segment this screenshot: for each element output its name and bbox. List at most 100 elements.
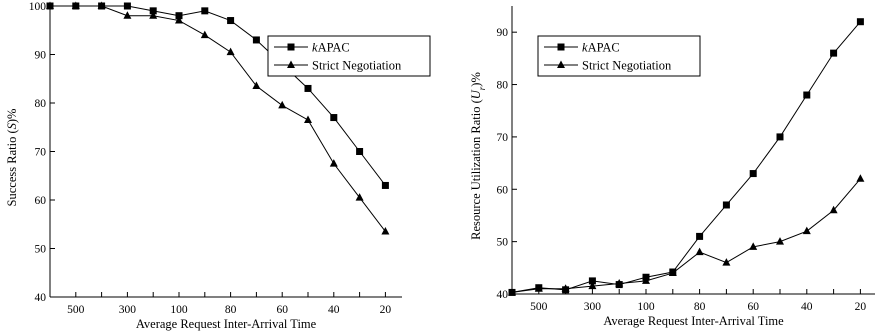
x-tick-label: 300 bbox=[119, 304, 137, 316]
data-point-square bbox=[175, 12, 183, 20]
text-part: APAC bbox=[588, 41, 620, 55]
chart-panel-2: 40 50 60 70 80 90 500 300 100 80 60 40 20 Average Req… bbox=[469, 6, 875, 328]
legend-label: kAPAC bbox=[582, 41, 620, 55]
data-point-triangle bbox=[776, 237, 784, 245]
data-point-square bbox=[381, 181, 389, 189]
legend-label: Strict Negotiation bbox=[312, 59, 402, 73]
x-axis-title: Average Request Inter-Arrival Time bbox=[603, 314, 784, 328]
data-point-triangle bbox=[46, 1, 54, 9]
x-tick-label: 40 bbox=[328, 304, 340, 316]
data-point-square bbox=[201, 7, 209, 15]
data-point-square bbox=[776, 133, 784, 141]
y-tick-label: 60 bbox=[497, 184, 509, 196]
x-tick-label: 100 bbox=[637, 301, 655, 313]
data-point-square bbox=[123, 2, 131, 10]
x-tick-label: 300 bbox=[584, 301, 602, 313]
legend-label: kAPAC bbox=[312, 41, 350, 55]
legend: kAPAC Strict Negotiation bbox=[267, 35, 431, 77]
data-point-square bbox=[749, 170, 757, 178]
data-point-triangle bbox=[722, 258, 731, 266]
data-point-triangle bbox=[200, 30, 209, 39]
text-part: k bbox=[312, 41, 318, 55]
data-point-square bbox=[696, 232, 704, 240]
x-tick-label: 20 bbox=[380, 304, 392, 316]
x-tick-label: 60 bbox=[747, 301, 759, 313]
text-part: Success Ratio ( bbox=[5, 129, 19, 206]
legend-box bbox=[537, 35, 701, 77]
legend-box bbox=[267, 35, 431, 77]
data-point-triangle bbox=[508, 287, 516, 296]
data-point-triangle bbox=[561, 284, 570, 292]
y-tick-label: 80 bbox=[35, 98, 47, 110]
data-point-square bbox=[830, 49, 838, 57]
x-tick-label: 40 bbox=[801, 301, 813, 313]
data-point-triangle bbox=[615, 279, 624, 287]
text-part: r bbox=[477, 86, 487, 90]
x-tick-label: 80 bbox=[694, 301, 706, 313]
series-line-1 bbox=[50, 5, 386, 186]
y-tick-label: 50 bbox=[497, 237, 509, 249]
y-tick-label: 100 bbox=[29, 1, 47, 13]
text-part: S bbox=[5, 122, 19, 129]
series-line-2 bbox=[50, 5, 386, 232]
y-tick-label: 40 bbox=[35, 292, 47, 304]
data-point-square bbox=[149, 7, 157, 15]
data-point-triangle bbox=[97, 1, 106, 9]
data-point-triangle bbox=[829, 205, 838, 214]
data-point-triangle bbox=[278, 100, 287, 109]
data-point-triangle bbox=[588, 281, 597, 290]
data-point-triangle bbox=[226, 47, 235, 56]
data-point-square bbox=[588, 277, 596, 285]
data-point-triangle bbox=[329, 159, 338, 167]
x-tick-label: 500 bbox=[530, 301, 548, 313]
data-point-triangle bbox=[381, 227, 390, 235]
data-point-square bbox=[227, 17, 235, 25]
legend: kAPAC Strict Negotiation bbox=[537, 35, 701, 77]
data-point-square bbox=[856, 18, 864, 26]
y-tick-label: 70 bbox=[35, 147, 47, 159]
data-point-triangle bbox=[123, 11, 132, 19]
y-tick-label: 50 bbox=[35, 244, 47, 256]
data-point-triangle bbox=[749, 242, 758, 250]
chart-panel-1: 40 50 60 70 80 90 100 500 300 100 80 60 40 20 Average … bbox=[5, 1, 431, 331]
data-point-triangle bbox=[252, 81, 261, 90]
y-axis-title: Success Ratio (S)% bbox=[5, 109, 19, 207]
y-tick-label: 70 bbox=[497, 132, 509, 144]
data-point-square bbox=[356, 148, 364, 155]
y-tick-label: 40 bbox=[497, 289, 509, 301]
data-point-triangle bbox=[695, 247, 704, 256]
text-part: Strict Negotiation bbox=[312, 59, 402, 73]
x-tick-label: 60 bbox=[276, 304, 288, 316]
y-axis-title: Resource Utilization Ratio (Ur)% bbox=[469, 72, 487, 240]
data-point-triangle bbox=[175, 16, 183, 24]
text-part: )% bbox=[5, 109, 19, 124]
data-point-triangle bbox=[149, 11, 158, 19]
data-point-triangle bbox=[304, 115, 312, 123]
data-point-triangle bbox=[856, 174, 865, 182]
x-tick-label: 20 bbox=[855, 301, 867, 313]
data-point-square bbox=[252, 36, 260, 44]
y-tick-label: 80 bbox=[497, 80, 509, 92]
y-tick-label: 90 bbox=[497, 27, 509, 39]
legend-marker-triangle bbox=[557, 60, 565, 68]
legend-marker-triangle bbox=[287, 60, 295, 68]
text-part: APAC bbox=[318, 41, 350, 55]
legend-marker-square bbox=[287, 43, 295, 51]
series-line-2 bbox=[511, 178, 861, 293]
x-axis-title: Average Request Inter-Arrival Time bbox=[136, 317, 317, 331]
legend-label: Strict Negotiation bbox=[582, 59, 672, 73]
x-tick-label: 80 bbox=[225, 304, 237, 316]
text-part: Resource Utilization Ratio ( bbox=[469, 99, 483, 240]
x-tick-label: 500 bbox=[67, 304, 85, 316]
legend-marker-square bbox=[557, 43, 565, 51]
text-part: )% bbox=[469, 72, 483, 87]
data-point-triangle bbox=[668, 268, 677, 277]
x-tick-label: 100 bbox=[170, 304, 188, 316]
data-point-triangle bbox=[642, 276, 650, 284]
data-point-square bbox=[722, 201, 730, 209]
y-tick-label: 90 bbox=[35, 50, 47, 62]
data-point-triangle bbox=[802, 226, 811, 235]
text-part: Strict Negotiation bbox=[582, 59, 672, 73]
data-point-square bbox=[304, 84, 312, 92]
